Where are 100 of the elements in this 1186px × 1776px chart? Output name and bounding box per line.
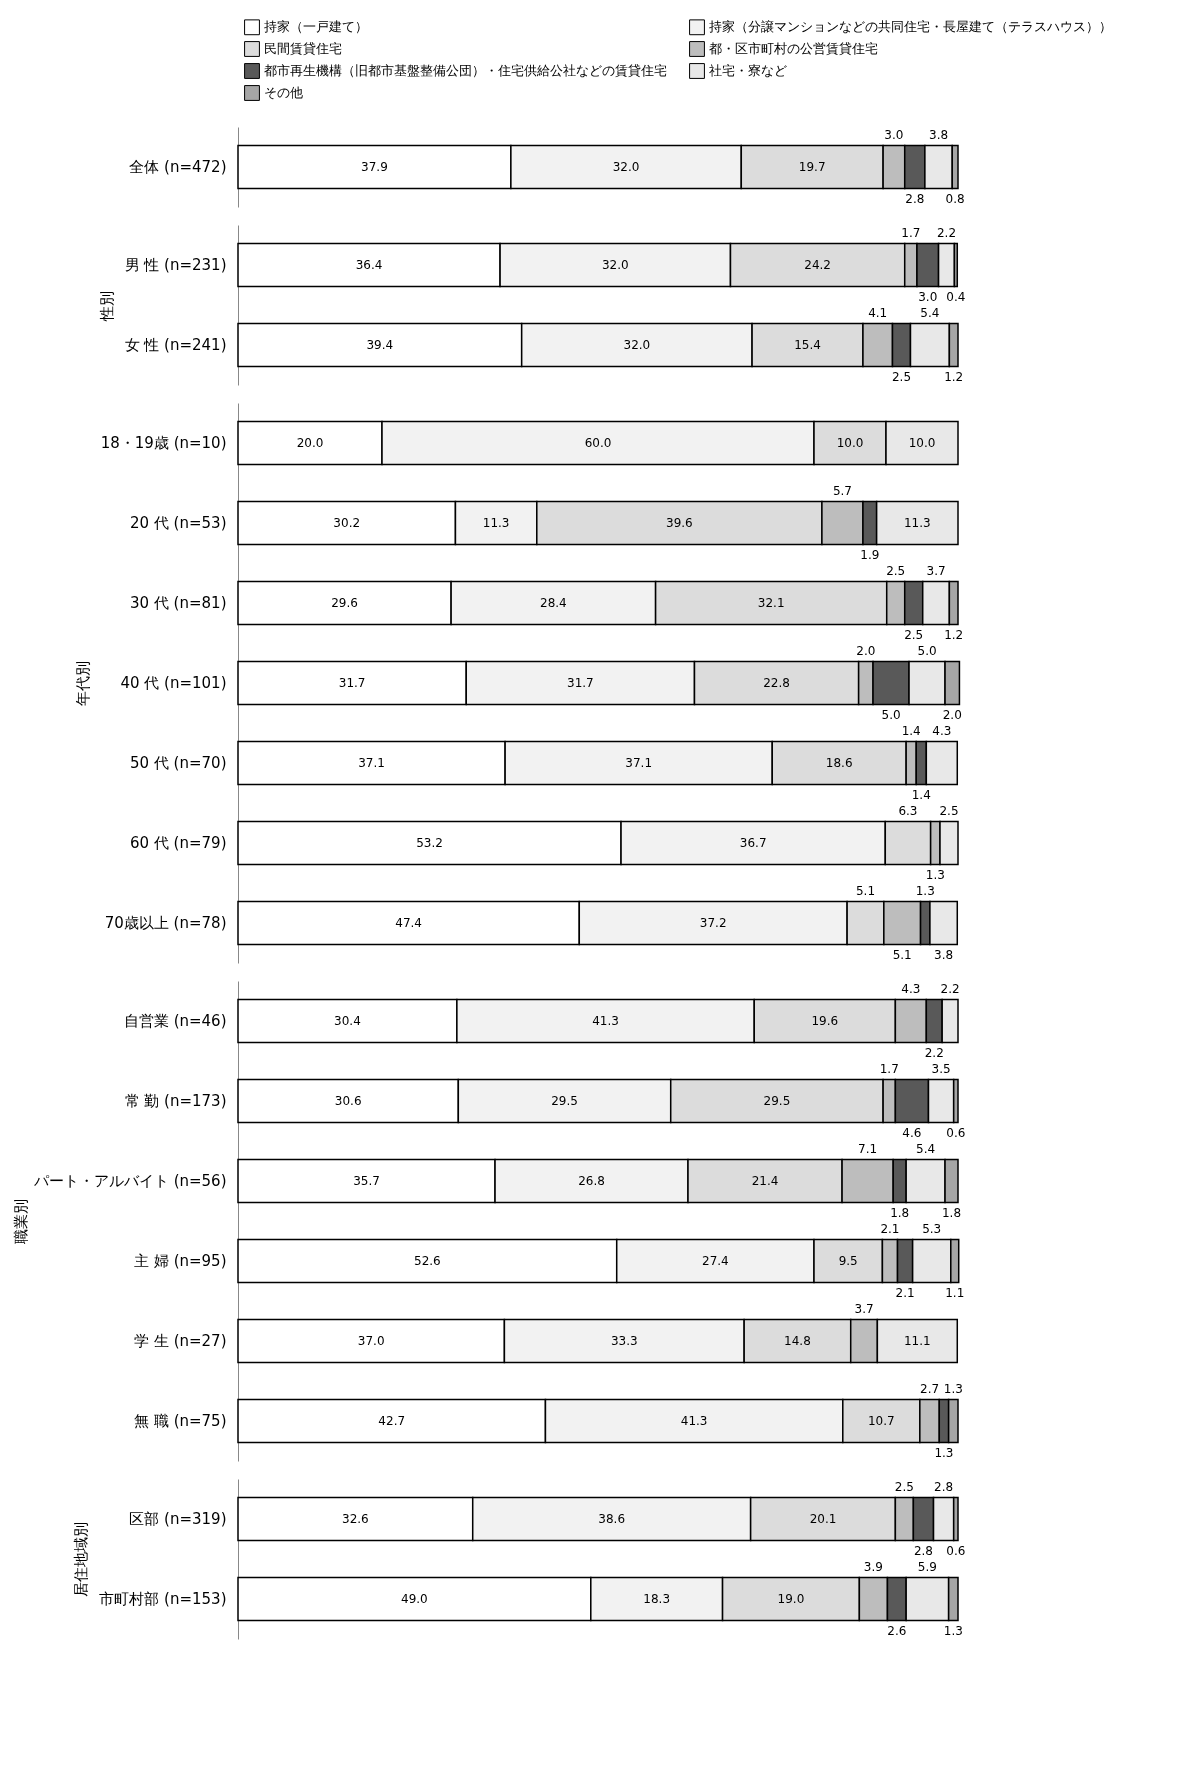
data-label: 29.5 [551, 1094, 578, 1108]
data-label: 32.0 [601, 258, 629, 272]
data-label: 41.3 [592, 1014, 619, 1028]
data-label: 29.6 [331, 596, 358, 610]
data-label: 2.8 [913, 1544, 933, 1558]
data-label: 1.4 [901, 724, 921, 738]
data-label: 2.0 [856, 644, 876, 658]
data-label: 28.4 [540, 596, 567, 610]
data-label: 22.8 [763, 676, 790, 690]
data-label: 5.9 [917, 1560, 937, 1574]
data-label: 4.3 [901, 982, 921, 996]
y-tick-label: 男 性 (n=231) [124, 256, 227, 274]
data-label: 37.0 [357, 1334, 385, 1348]
data-label: 19.7 [798, 160, 826, 174]
data-label: 38.6 [598, 1512, 626, 1526]
data-label: 11.3 [903, 516, 931, 530]
data-label: 3.0 [884, 128, 904, 142]
data-label: 30.6 [334, 1094, 362, 1108]
data-label: 2.2 [936, 226, 957, 240]
data-label: 42.7 [378, 1414, 406, 1428]
data-label: 5.3 [922, 1222, 942, 1236]
data-label: 1.4 [911, 788, 931, 802]
data-label: 37.1 [358, 756, 385, 770]
data-label: 49.0 [401, 1592, 428, 1606]
data-label: 10.0 [836, 436, 864, 450]
data-label: 5.1 [855, 884, 876, 898]
data-label: 2.5 [891, 370, 912, 384]
data-label: 0.6 [946, 1544, 966, 1558]
y-axis-title: 居住地域別 [72, 1522, 91, 1597]
data-label: 18.6 [825, 756, 853, 770]
data-label: 1.7 [901, 226, 921, 240]
data-label: 10.0 [908, 436, 936, 450]
data-label: 47.4 [395, 916, 422, 930]
data-label: 3.0 [918, 290, 938, 304]
data-label: 31.7 [338, 676, 366, 690]
data-label: 1.1 [945, 1286, 965, 1300]
y-tick-label: 主 婦 (n=95) [134, 1252, 227, 1270]
data-label: 52.6 [414, 1254, 441, 1268]
data-label: 2.5 [886, 564, 906, 578]
y-tick-label: 女 性 (n=241) [124, 336, 227, 354]
data-label: 1.9 [860, 548, 880, 562]
y-tick-label: 自営業 (n=46) [123, 1012, 227, 1030]
y-tick-label: 60 代 (n=79) [130, 834, 227, 852]
data-label: 2.1 [895, 1286, 915, 1300]
data-label: 5.7 [832, 484, 852, 498]
data-label: 36.4 [355, 258, 383, 272]
data-label: 32.0 [612, 160, 640, 174]
data-label: 1.2 [944, 370, 964, 384]
data-label: 41.3 [680, 1414, 708, 1428]
legend-label: 社宅・寮など [709, 63, 787, 78]
data-label: 26.8 [578, 1174, 605, 1188]
data-label: 2.5 [894, 1480, 914, 1494]
data-label: 1.3 [934, 1446, 954, 1460]
data-label: 0.6 [946, 1126, 966, 1140]
y-tick-label: 20 代 (n=53) [130, 514, 227, 532]
data-label: 3.5 [931, 1062, 951, 1076]
y-tick-label: 30 代 (n=81) [130, 594, 227, 612]
legend-label: 都市再生機構（旧都市基盤整備公団）・住宅供給公社などの賃貸住宅 [264, 63, 667, 78]
y-axis-title: 性別 [97, 290, 116, 322]
data-label: 36.7 [739, 836, 767, 850]
data-label: 3.8 [934, 948, 954, 962]
data-label: 37.2 [699, 916, 727, 930]
data-label: 2.2 [940, 982, 960, 996]
data-label: 5.4 [916, 1142, 936, 1156]
data-label: 1.7 [879, 1062, 899, 1076]
data-label: 0.4 [946, 290, 966, 304]
data-label: 35.7 [353, 1174, 380, 1188]
y-tick-label: 無 職 (n=75) [134, 1412, 227, 1430]
y-tick-label: 70歳以上 (n=78) [104, 914, 227, 932]
data-label: 37.9 [361, 160, 388, 174]
data-label: 32.0 [623, 338, 651, 352]
data-label: 1.3 [925, 868, 945, 882]
data-label: 2.1 [880, 1222, 900, 1236]
data-label: 15.4 [794, 338, 821, 352]
legend-label: 都・区市町村の公営賃貸住宅 [709, 41, 878, 56]
data-label: 7.1 [858, 1142, 878, 1156]
data-label: 5.4 [920, 306, 940, 320]
data-label: 4.1 [868, 306, 888, 320]
data-label: 1.3 [943, 1624, 963, 1638]
data-label: 21.4 [751, 1174, 779, 1188]
data-label: 19.6 [811, 1014, 839, 1028]
data-label: 1.8 [941, 1206, 962, 1220]
y-tick-label: 40 代 (n=101) [120, 674, 227, 692]
data-label: 2.5 [939, 804, 959, 818]
data-label: 9.5 [838, 1254, 858, 1268]
data-label: 37.1 [625, 756, 653, 770]
data-label: 1.2 [944, 628, 964, 642]
data-label: 1.3 [915, 884, 935, 898]
data-label: 2.5 [904, 628, 924, 642]
y-tick-label: 全体 (n=472) [129, 158, 227, 176]
data-label: 20.0 [296, 436, 324, 450]
legend-label: 持家（一戸建て） [264, 19, 368, 35]
data-label: 3.7 [926, 564, 946, 578]
y-tick-label: パート・アルバイト (n=56) [32, 1172, 227, 1190]
data-label: 32.6 [342, 1512, 369, 1526]
data-label: 30.2 [333, 516, 361, 530]
data-label: 2.6 [887, 1624, 907, 1638]
y-tick-label: 18・19歳 (n=10) [100, 434, 227, 452]
data-label: 24.2 [804, 258, 831, 272]
data-label: 5.0 [917, 644, 937, 658]
